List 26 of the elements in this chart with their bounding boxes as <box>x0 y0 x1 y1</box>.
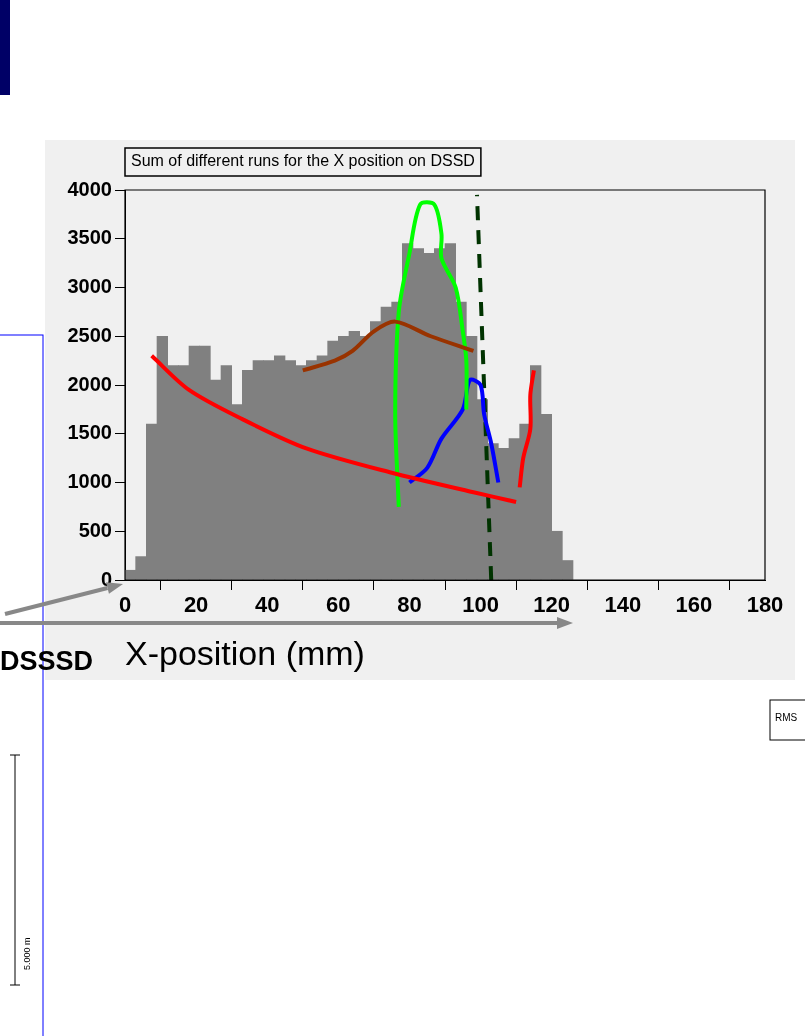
y-tick-label: 3500 <box>67 226 112 249</box>
x-tick-label: 60 <box>326 592 351 618</box>
y-tick-label: 500 <box>78 518 112 541</box>
x-tick-label: 100 <box>462 592 499 618</box>
text: 5.000 m <box>22 937 32 970</box>
x-tick-label: 80 <box>397 592 422 618</box>
x-tick-label: 120 <box>533 592 571 618</box>
line-series <box>149 353 519 504</box>
y-tick-label: 3000 <box>67 275 112 298</box>
text: RMS <box>775 712 798 723</box>
y-tick-label: 2500 <box>67 323 112 346</box>
line-series <box>517 368 536 490</box>
y-tick-label: 1500 <box>67 421 112 444</box>
line-series <box>300 319 476 373</box>
y-tick-label: 1000 <box>67 470 112 493</box>
x-tick-label: 40 <box>254 592 280 618</box>
x-tick-label: 20 <box>183 592 209 618</box>
x-tick-label: 0 <box>118 592 132 618</box>
x-axis-title: X-position (mm) <box>125 633 365 672</box>
x-tick-label: 180 <box>746 592 784 618</box>
x-tick-label: 160 <box>675 592 713 618</box>
chart-title: Sum of different runs for the X position on DSSD <box>131 152 475 170</box>
text: DSSSD <box>0 646 94 677</box>
y-tick-label: 4000 <box>67 177 112 200</box>
y-tick-label: 2000 <box>67 372 112 395</box>
x-tick-label: 140 <box>604 592 642 618</box>
